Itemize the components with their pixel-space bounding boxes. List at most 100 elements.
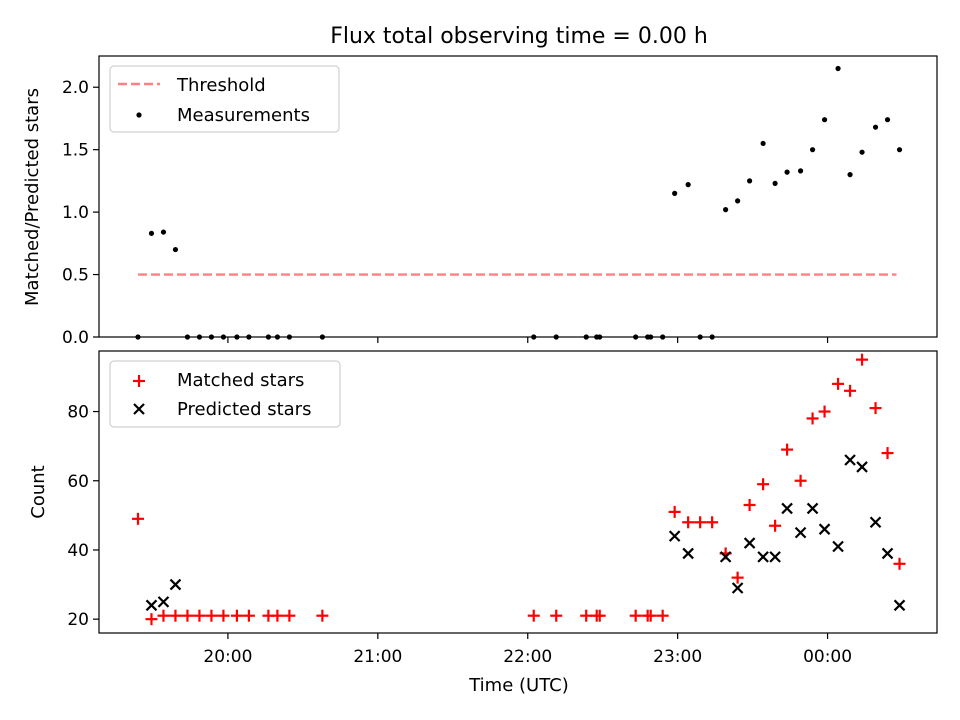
- predicted-stars-point: [881, 547, 894, 560]
- matched-legend-label: Matched stars: [177, 370, 304, 391]
- measurement-point: [772, 180, 778, 186]
- matched-stars-point: [694, 516, 707, 529]
- matched-legend-swatch: [133, 375, 145, 387]
- matched-stars-point: [781, 443, 794, 456]
- measurement-point: [884, 117, 891, 123]
- measurement-point: [797, 168, 804, 174]
- ratio-ytick-label: 1.0: [62, 203, 89, 223]
- measurement-point: [735, 198, 741, 204]
- matched-stars-point: [856, 353, 869, 366]
- matched-stars-point: [682, 516, 695, 529]
- measurement-point: [835, 65, 841, 72]
- ratio-ytick-label: 0.0: [62, 328, 89, 348]
- measurements-legend-swatch: [136, 112, 142, 118]
- measurement-point: [896, 147, 903, 153]
- matched-stars-point: [217, 609, 230, 622]
- matched-stars-point: [656, 609, 669, 622]
- measurement-point: [160, 229, 167, 235]
- count-ytick-label: 60: [67, 472, 89, 492]
- matched-stars-point: [629, 609, 642, 622]
- matched-stars-point: [731, 571, 744, 584]
- matched-stars-point: [881, 447, 894, 460]
- matched-stars-point: [644, 609, 657, 622]
- predicted-stars-point: [719, 551, 732, 563]
- matched-stars-point: [706, 516, 719, 529]
- count-xtick-label: 20:00: [203, 647, 252, 667]
- ratio-panel: 0.00.51.01.52.0 Matched/Predicted stars …: [22, 55, 938, 348]
- measurement-point: [809, 147, 816, 153]
- predicted-stars-point: [743, 537, 756, 549]
- matched-stars-point: [794, 474, 807, 487]
- count-xtick-label: 22:00: [503, 647, 552, 667]
- ratio-legend-box: [109, 65, 340, 133]
- predicted-stars-point: [869, 516, 882, 529]
- measurement-point: [685, 182, 691, 188]
- matched-stars-point: [271, 609, 284, 622]
- matched-stars-point: [181, 609, 194, 622]
- count-legend: Matched stars Predicted stars: [109, 360, 341, 428]
- count-ytick-label: 20: [67, 610, 89, 630]
- measurement-point: [784, 169, 790, 175]
- measurement-point: [859, 149, 865, 155]
- predicted-stars-point: [145, 599, 158, 612]
- predicted-stars-point: [781, 502, 793, 515]
- predicted-stars-point: [682, 547, 694, 560]
- count-xtick-label: 21:00: [353, 647, 402, 667]
- matched-stars-point: [169, 609, 182, 622]
- matched-stars-point: [869, 402, 882, 415]
- matched-stars-point: [145, 613, 158, 626]
- matched-stars-point: [818, 405, 831, 418]
- matched-stars-point: [283, 609, 296, 622]
- count-ytick-label: 80: [67, 403, 89, 423]
- measurement-point: [172, 246, 179, 253]
- predicted-stars-point: [794, 526, 807, 539]
- predicted-stars-point: [169, 578, 182, 591]
- predicted-stars-point: [893, 599, 906, 612]
- predicted-stars-point: [844, 454, 856, 466]
- ratio-ytick-label: 0.5: [62, 266, 89, 286]
- matched-stars-point: [844, 384, 857, 397]
- count-xtick-label: 00:00: [803, 647, 852, 667]
- predicted-stars-point: [157, 596, 170, 608]
- ratio-ytick-label: 2.0: [62, 78, 89, 98]
- matched-stars-point: [131, 512, 144, 525]
- measurements-legend-label: Measurements: [177, 105, 310, 126]
- measurement-point: [847, 172, 853, 178]
- ratio-ytick-label: 1.5: [62, 141, 89, 161]
- count-panel-ylabel: Count: [28, 465, 49, 518]
- predicted-stars-point: [806, 502, 819, 515]
- matched-stars-point: [593, 609, 606, 622]
- chart-title: Flux total observing time = 0.00 h: [330, 24, 708, 49]
- ratio-panel-ylabel: Matched/Predicted stars: [22, 88, 43, 306]
- matched-stars-point: [743, 498, 756, 511]
- predicted-stars-point: [832, 540, 844, 553]
- matched-stars-point: [757, 478, 770, 491]
- measurement-point: [747, 178, 753, 184]
- matched-stars-point: [205, 609, 218, 622]
- matched-stars-point: [230, 609, 243, 622]
- predicted-stars-point: [731, 582, 744, 594]
- matched-stars-point: [580, 609, 593, 622]
- predicted-stars-point: [818, 523, 831, 535]
- predicted-legend-label: Predicted stars: [177, 399, 311, 420]
- predicted-stars-point: [757, 551, 769, 563]
- measurement-point: [872, 124, 879, 130]
- ratio-panel-frame: [98, 55, 938, 338]
- matched-stars-point: [806, 412, 819, 425]
- measurement-point: [821, 117, 828, 123]
- count-panel-xlabel: Time (UTC): [468, 675, 569, 696]
- measurement-point: [723, 207, 729, 213]
- matched-stars-point: [769, 519, 782, 532]
- predicted-legend-swatch: [133, 403, 145, 415]
- threshold-legend-label: Threshold: [176, 75, 266, 96]
- matched-stars-point: [193, 609, 206, 622]
- count-xtick-label: 23:00: [653, 647, 702, 667]
- measurement-point: [672, 190, 678, 196]
- matched-stars-point: [157, 609, 170, 622]
- ratio-legend: Threshold Measurements: [109, 65, 340, 133]
- matched-stars-point: [316, 609, 329, 622]
- matched-stars-point: [550, 609, 563, 622]
- count-panel-frame: [98, 350, 938, 634]
